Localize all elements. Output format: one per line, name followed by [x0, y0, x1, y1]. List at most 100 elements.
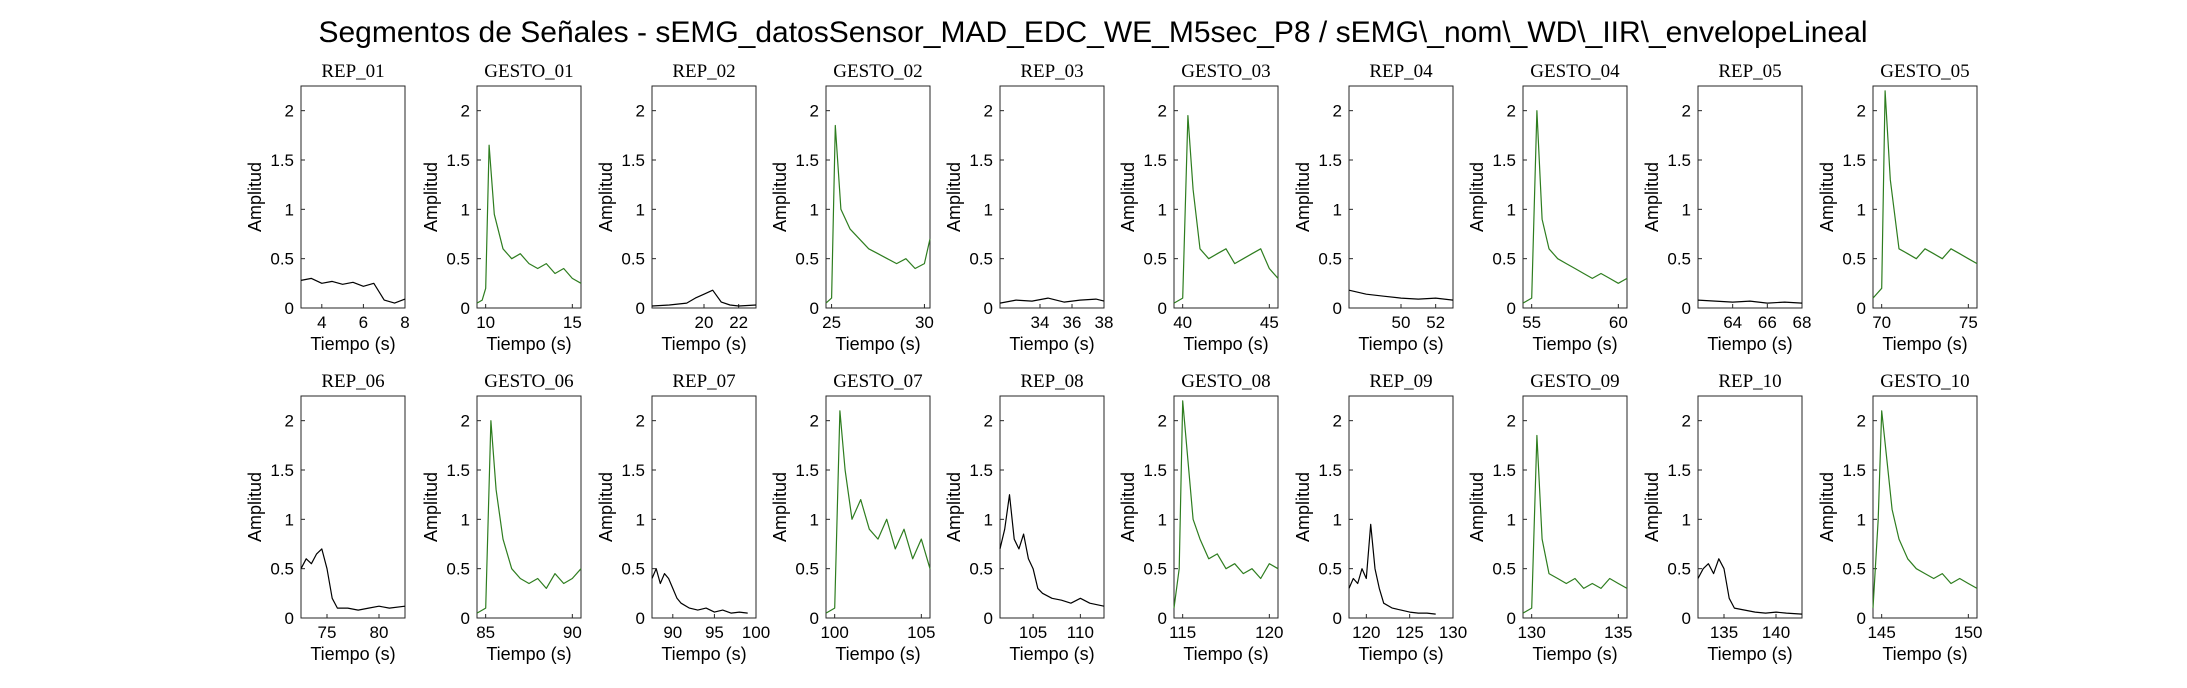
panel-gesto-06-ylabel: Amplitud	[421, 472, 441, 542]
panel-rep-09-ytick-label: 0	[1333, 609, 1342, 628]
panel-rep-10-xtick-label: 140	[1762, 623, 1790, 642]
panel-rep-06-ytick-label: 0	[285, 609, 294, 628]
panel-rep-07-xtick-label: 100	[742, 623, 770, 642]
panel-rep-08-xtick-label: 110	[1067, 623, 1094, 642]
panel-gesto-09-xtick-label: 135	[1604, 623, 1632, 642]
panel-rep-03-signal-line	[999, 297, 1105, 304]
panel-gesto-05: GESTO_05 0 0.5 1 1.5 2 70 75 Tiempo (s) Amplitud	[1817, 61, 1978, 354]
panel-rep-08-ytick-label: 1.5	[969, 461, 993, 480]
panel-rep-05-xlabel: Tiempo (s)	[1707, 334, 1792, 354]
panel-rep-09-xtick-label: 130	[1439, 623, 1467, 642]
panel-gesto-07-title: GESTO_07	[833, 371, 922, 392]
panel-rep-09: REP_09 0 0.5 1 1.5 2 120 125 130 Tiempo (s) Amplit…	[1293, 371, 1467, 664]
panel-gesto-03: GESTO_03 0 0.5 1 1.5 2 40 45 Tiempo (s) Amplitud	[1118, 61, 1279, 354]
panel-rep-03-ytick-label: 0	[984, 299, 993, 318]
panel-gesto-07-ylabel: Amplitud	[770, 472, 790, 542]
panel-rep-02-ytick-label: 0	[636, 299, 645, 318]
panel-rep-06-xtick-label: 80	[370, 623, 389, 642]
panel-rep-10-ytick-label: 0	[1682, 609, 1691, 628]
panel-rep-09-ytick-label: 1	[1333, 510, 1342, 529]
panel-gesto-08-title: GESTO_08	[1181, 371, 1270, 392]
panel-gesto-06-xtick-label: 90	[563, 623, 582, 642]
panel-rep-03-ytick-label: 1	[984, 200, 993, 219]
panel-gesto-05-ytick-label: 0.5	[1842, 250, 1866, 269]
panel-gesto-06-ytick-label: 1.5	[446, 461, 470, 480]
panel-rep-01-xtick-label: 6	[359, 313, 368, 332]
panel-rep-01-ytick-label: 0.5	[270, 250, 294, 269]
panel-rep-04-xtick-label: 50	[1392, 313, 1411, 332]
panel-gesto-09-xtick-label: 130	[1517, 623, 1545, 642]
panel-rep-04-signal-line	[1348, 289, 1454, 301]
panel-rep-06: REP_06 0 0.5 1 1.5 2 75 80 Tiempo (s) Amplitud	[245, 371, 406, 664]
panel-rep-08-xtick-label: 105	[1019, 623, 1047, 642]
panel-gesto-08-signal-line	[1173, 400, 1279, 609]
panel-gesto-07-ytick-label: 0.5	[795, 560, 819, 579]
panel-rep-06-ytick-label: 1	[285, 510, 294, 529]
panel-gesto-03-frame	[1173, 85, 1279, 309]
panel-rep-01-ytick-label: 1.5	[270, 151, 294, 170]
panel-rep-01-ytick-label: 1	[285, 200, 294, 219]
panel-gesto-10-xlabel: Tiempo (s)	[1882, 644, 1967, 664]
panel-gesto-10-signal-line	[1872, 410, 1978, 609]
panel-rep-01-xtick-label: 4	[317, 313, 326, 332]
panel-rep-07-ylabel: Amplitud	[596, 472, 616, 542]
panel-gesto-10-frame	[1872, 395, 1978, 619]
panel-gesto-05-ytick-label: 1.5	[1842, 151, 1866, 170]
panel-rep-10: REP_10 0 0.5 1 1.5 2 135 140 Tiempo (s) Amplitud	[1642, 371, 1803, 664]
panel-gesto-06-ytick-label: 0	[461, 609, 470, 628]
panel-gesto-03-xtick-label: 45	[1260, 313, 1279, 332]
panel-rep-01-ytick-label: 0	[285, 299, 294, 318]
panel-gesto-08-ytick-label: 1.5	[1143, 461, 1167, 480]
panel-rep-09-ytick-label: 0.5	[1318, 560, 1342, 579]
panel-gesto-03-ytick-label: 0.5	[1143, 250, 1167, 269]
panel-gesto-07-ytick-label: 1	[810, 510, 819, 529]
panel-gesto-02-xtick-label: 25	[822, 313, 841, 332]
panel-gesto-08-xlabel: Tiempo (s)	[1183, 644, 1268, 664]
panel-rep-07: REP_07 0 0.5 1 1.5 2 90 95 100 Tiempo (s) Amplitud	[596, 371, 770, 664]
panel-gesto-05-xlabel: Tiempo (s)	[1882, 334, 1967, 354]
panel-gesto-04-xtick-label: 60	[1609, 313, 1628, 332]
panel-gesto-05-ytick-label: 1	[1857, 200, 1866, 219]
panel-rep-02-xtick-label: 22	[729, 313, 748, 332]
panel-gesto-02-xlabel: Tiempo (s)	[835, 334, 920, 354]
panel-rep-10-ytick-label: 1	[1682, 510, 1691, 529]
panel-rep-04-frame	[1348, 85, 1454, 309]
panel-rep-10-xtick-label: 135	[1710, 623, 1738, 642]
panel-rep-08-ytick-label: 0.5	[969, 560, 993, 579]
panel-rep-07-ytick-label: 1.5	[621, 461, 645, 480]
panel-gesto-10-title: GESTO_10	[1880, 371, 1969, 392]
panel-gesto-02-xtick-label: 30	[915, 313, 934, 332]
panel-rep-07-title: REP_07	[672, 371, 735, 392]
panel-rep-01-frame	[300, 85, 406, 309]
panel-gesto-01-xtick-label: 15	[563, 313, 582, 332]
panel-rep-10-ytick-label: 1.5	[1667, 461, 1691, 480]
panel-rep-05-frame	[1697, 85, 1803, 309]
panel-rep-03-xtick-label: 38	[1095, 313, 1114, 332]
panel-rep-02-xtick-label: 20	[695, 313, 714, 332]
panel-rep-05-ytick-label: 0.5	[1667, 250, 1691, 269]
panel-rep-04-ytick-label: 0.5	[1318, 250, 1342, 269]
panel-gesto-01-xlabel: Tiempo (s)	[486, 334, 571, 354]
panel-gesto-09-signal-line	[1522, 434, 1628, 614]
panel-gesto-01-ytick-label: 1.5	[446, 151, 470, 170]
panel-rep-03-title: REP_03	[1020, 61, 1083, 82]
panel-gesto-04-ylabel: Amplitud	[1467, 162, 1487, 232]
panel-rep-08-frame	[999, 395, 1105, 619]
panel-gesto-09-ytick-label: 0	[1507, 609, 1516, 628]
panel-rep-05-xtick-label: 66	[1758, 313, 1777, 332]
panel-gesto-07-ytick-label: 1.5	[795, 461, 819, 480]
panel-gesto-09-frame	[1522, 395, 1628, 619]
panel-gesto-06-xtick-label: 85	[476, 623, 495, 642]
panel-rep-05-ylabel: Amplitud	[1642, 162, 1662, 232]
panel-gesto-06-ytick-label: 0.5	[446, 560, 470, 579]
panel-gesto-09-ytick-label: 1	[1507, 510, 1516, 529]
panel-gesto-10: GESTO_10 0 0.5 1 1.5 2 145 150 Tiempo (s) Amplitu…	[1817, 371, 1983, 664]
panel-gesto-02-title: GESTO_02	[833, 61, 922, 82]
panel-gesto-01-xtick-label: 10	[476, 313, 495, 332]
panel-gesto-10-xtick-label: 150	[1954, 623, 1982, 642]
panel-gesto-02-ytick-label: 0	[810, 299, 819, 318]
panel-gesto-08-ytick-label: 2	[1158, 412, 1167, 431]
panel-rep-09-signal-line	[1348, 523, 1436, 615]
panel-rep-09-ytick-label: 2	[1333, 412, 1342, 431]
